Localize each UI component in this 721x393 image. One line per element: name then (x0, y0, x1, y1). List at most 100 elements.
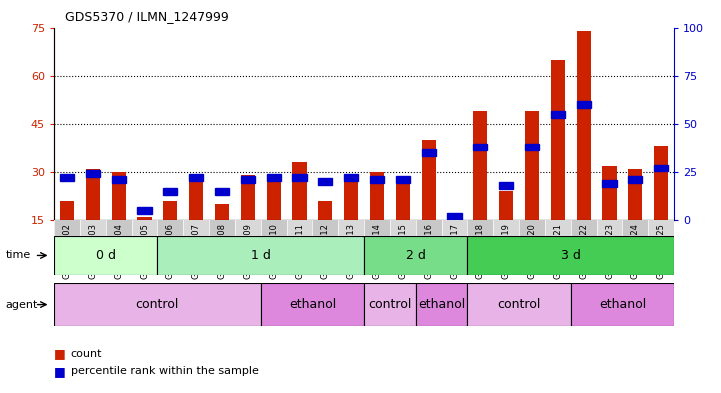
Bar (189, 174, 203, 181)
Bar (54, 220, 80, 275)
Text: GSM1131213: GSM1131213 (347, 223, 355, 279)
Bar (86, 169, 100, 220)
Bar (364, 283, 416, 326)
Text: ■: ■ (54, 365, 66, 378)
Bar (571, 283, 674, 326)
Bar (473, 111, 487, 220)
Bar (577, 31, 590, 220)
Bar (448, 213, 461, 220)
Text: GSM1131206: GSM1131206 (166, 223, 174, 279)
Bar (80, 220, 106, 275)
Bar (163, 188, 177, 195)
Bar (318, 178, 332, 185)
Bar (112, 176, 125, 183)
Text: GDS5370 / ILMN_1247999: GDS5370 / ILMN_1247999 (65, 10, 229, 23)
Text: 2 d: 2 d (406, 249, 425, 262)
Bar (622, 220, 648, 275)
Text: ethanol: ethanol (599, 298, 646, 311)
Bar (551, 111, 565, 118)
Text: GSM1131207: GSM1131207 (192, 223, 200, 279)
Bar (261, 220, 286, 275)
Bar (338, 220, 364, 275)
Bar (235, 220, 261, 275)
Bar (499, 191, 513, 220)
Bar (189, 178, 203, 220)
Bar (519, 220, 545, 275)
Bar (215, 204, 229, 220)
Bar (628, 169, 642, 220)
Bar (416, 220, 441, 275)
Bar (422, 140, 435, 220)
Text: GSM1131212: GSM1131212 (321, 223, 329, 279)
Text: GSM1131221: GSM1131221 (554, 223, 562, 279)
Bar (215, 188, 229, 195)
Bar (364, 220, 390, 275)
Bar (241, 175, 255, 220)
Bar (467, 283, 571, 326)
Text: control: control (136, 298, 179, 311)
Text: GSM1131209: GSM1131209 (244, 223, 252, 279)
Text: control: control (497, 298, 541, 311)
Bar (241, 176, 255, 183)
Text: percentile rank within the sample: percentile rank within the sample (71, 366, 259, 376)
Bar (648, 220, 674, 275)
Text: 3 d: 3 d (561, 249, 580, 262)
Bar (209, 220, 235, 275)
Bar (603, 165, 616, 220)
Bar (370, 172, 384, 220)
Bar (416, 283, 467, 326)
Bar (396, 176, 410, 183)
Bar (54, 283, 261, 326)
Bar (467, 220, 493, 275)
Text: GSM1131220: GSM1131220 (528, 223, 536, 279)
Text: GSM1131225: GSM1131225 (657, 223, 665, 279)
Bar (390, 220, 416, 275)
Bar (467, 236, 674, 275)
Bar (106, 220, 131, 275)
Bar (577, 101, 590, 108)
Bar (138, 207, 151, 214)
Text: 0 d: 0 d (96, 249, 116, 262)
Text: 1 d: 1 d (251, 249, 270, 262)
Bar (293, 162, 306, 220)
Bar (571, 220, 596, 275)
Text: control: control (368, 298, 412, 311)
Bar (267, 174, 280, 181)
Bar (112, 172, 125, 220)
Bar (422, 149, 435, 156)
Bar (396, 178, 410, 220)
Bar (499, 182, 513, 189)
Bar (60, 201, 74, 220)
Bar (157, 220, 183, 275)
Bar (267, 182, 280, 220)
Bar (163, 201, 177, 220)
Text: GSM1131215: GSM1131215 (399, 223, 407, 279)
Text: GSM1131202: GSM1131202 (63, 223, 71, 279)
Bar (60, 174, 74, 181)
Bar (493, 220, 519, 275)
Text: GSM1131216: GSM1131216 (424, 223, 433, 279)
Bar (525, 111, 539, 220)
Text: ethanol: ethanol (418, 298, 465, 311)
Bar (318, 201, 332, 220)
Text: GSM1131223: GSM1131223 (605, 223, 614, 279)
Bar (603, 180, 616, 187)
Bar (293, 174, 306, 181)
Text: count: count (71, 349, 102, 359)
Bar (344, 174, 358, 181)
Bar (448, 220, 461, 223)
Bar (628, 176, 642, 183)
Text: GSM1131204: GSM1131204 (114, 223, 123, 279)
Bar (183, 220, 209, 275)
Bar (54, 236, 157, 275)
Text: GSM1131208: GSM1131208 (218, 223, 226, 279)
Bar (138, 217, 151, 220)
Bar (131, 220, 157, 275)
Bar (157, 236, 364, 275)
Text: GSM1131205: GSM1131205 (140, 223, 149, 279)
Bar (370, 176, 384, 183)
Bar (473, 143, 487, 150)
Bar (286, 220, 312, 275)
Bar (596, 220, 622, 275)
Text: GSM1131218: GSM1131218 (476, 223, 485, 279)
